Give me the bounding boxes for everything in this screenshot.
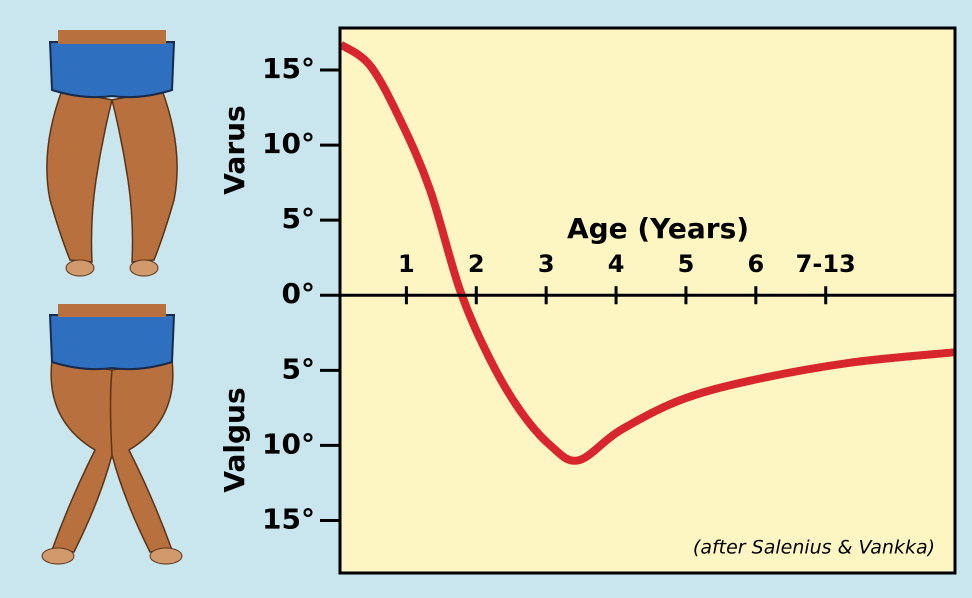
y-tick-label: 0°: [282, 277, 315, 310]
chart: Age (Years) Varus Valgus (after Salenius…: [0, 0, 972, 598]
x-tick-label: 2: [468, 250, 485, 278]
y-tick-label: 15°: [262, 502, 315, 535]
valgus-label: Valgus: [218, 387, 251, 492]
y-tick-label: 15°: [262, 52, 315, 85]
plot-area: [340, 28, 955, 573]
varus-label: Varus: [218, 105, 251, 194]
y-tick-label: 5°: [282, 202, 315, 235]
x-tick-label: 6: [747, 250, 764, 278]
y-tick-label: 10°: [262, 427, 315, 460]
x-tick-label: 1: [398, 250, 415, 278]
page: Age (Years) Varus Valgus (after Salenius…: [0, 0, 972, 598]
y-tick-label: 5°: [282, 352, 315, 385]
x-tick-label: 3: [538, 250, 555, 278]
x-tick-label: 4: [608, 250, 625, 278]
source-note: (after Salenius & Vankka): [693, 537, 935, 559]
x-tick-label: 5: [678, 250, 695, 278]
x-tick-label: 7-13: [796, 250, 856, 278]
y-tick-label: 10°: [262, 127, 315, 160]
x-axis-label: Age (Years): [567, 212, 749, 245]
